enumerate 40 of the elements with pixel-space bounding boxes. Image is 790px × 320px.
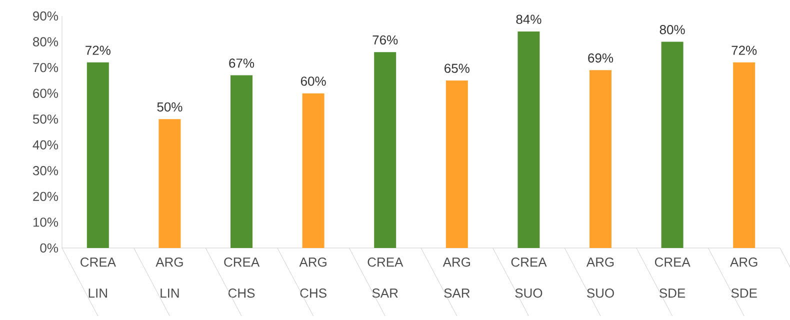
- data-label: 65%: [444, 64, 470, 73]
- bar: [661, 42, 684, 248]
- y-tick-label: 90%: [33, 11, 58, 21]
- data-label: 50%: [157, 102, 182, 112]
- data-label: 80%: [660, 25, 685, 34]
- category-label: ARG SDE: [730, 258, 758, 298]
- data-label: 69%: [588, 53, 614, 63]
- y-tick-label: 60%: [33, 88, 58, 98]
- bar: [158, 119, 181, 248]
- y-tick-label: 50%: [32, 114, 58, 124]
- data-label: 60%: [300, 76, 326, 86]
- category-label: CREA LIN: [80, 258, 116, 298]
- bar: [733, 62, 756, 248]
- category-label: ARG LIN: [156, 258, 183, 298]
- bar: [86, 62, 109, 248]
- y-tick-label: 0%: [40, 243, 58, 253]
- data-label: 84%: [516, 14, 542, 24]
- category-label: ARG CHS: [299, 258, 326, 298]
- y-tick-label: 10%: [33, 218, 58, 227]
- category-label: CREA CHS: [224, 258, 260, 298]
- bar: [590, 70, 612, 248]
- data-label: 67%: [229, 58, 254, 68]
- y-tick-label: 30%: [32, 166, 58, 176]
- data-label: 72%: [732, 46, 757, 55]
- y-tick-label: 80%: [33, 37, 58, 46]
- bar: [374, 52, 396, 248]
- bar: [446, 80, 468, 248]
- category-label: CREA SDE: [654, 258, 690, 298]
- category-label: CREA SAR: [368, 258, 404, 298]
- category-label: ARG SUO: [586, 258, 614, 298]
- y-tick-label: 70%: [33, 62, 58, 72]
- data-label: 76%: [372, 35, 398, 45]
- bar: [302, 93, 324, 248]
- y-tick-label: 40%: [32, 140, 58, 150]
- y-tick-label: 20%: [33, 192, 58, 202]
- bar: [230, 75, 253, 248]
- category-label: ARG SAR: [442, 258, 470, 298]
- bar: [518, 31, 540, 248]
- data-label: 72%: [86, 46, 110, 55]
- category-label: CREA SUO: [511, 258, 547, 298]
